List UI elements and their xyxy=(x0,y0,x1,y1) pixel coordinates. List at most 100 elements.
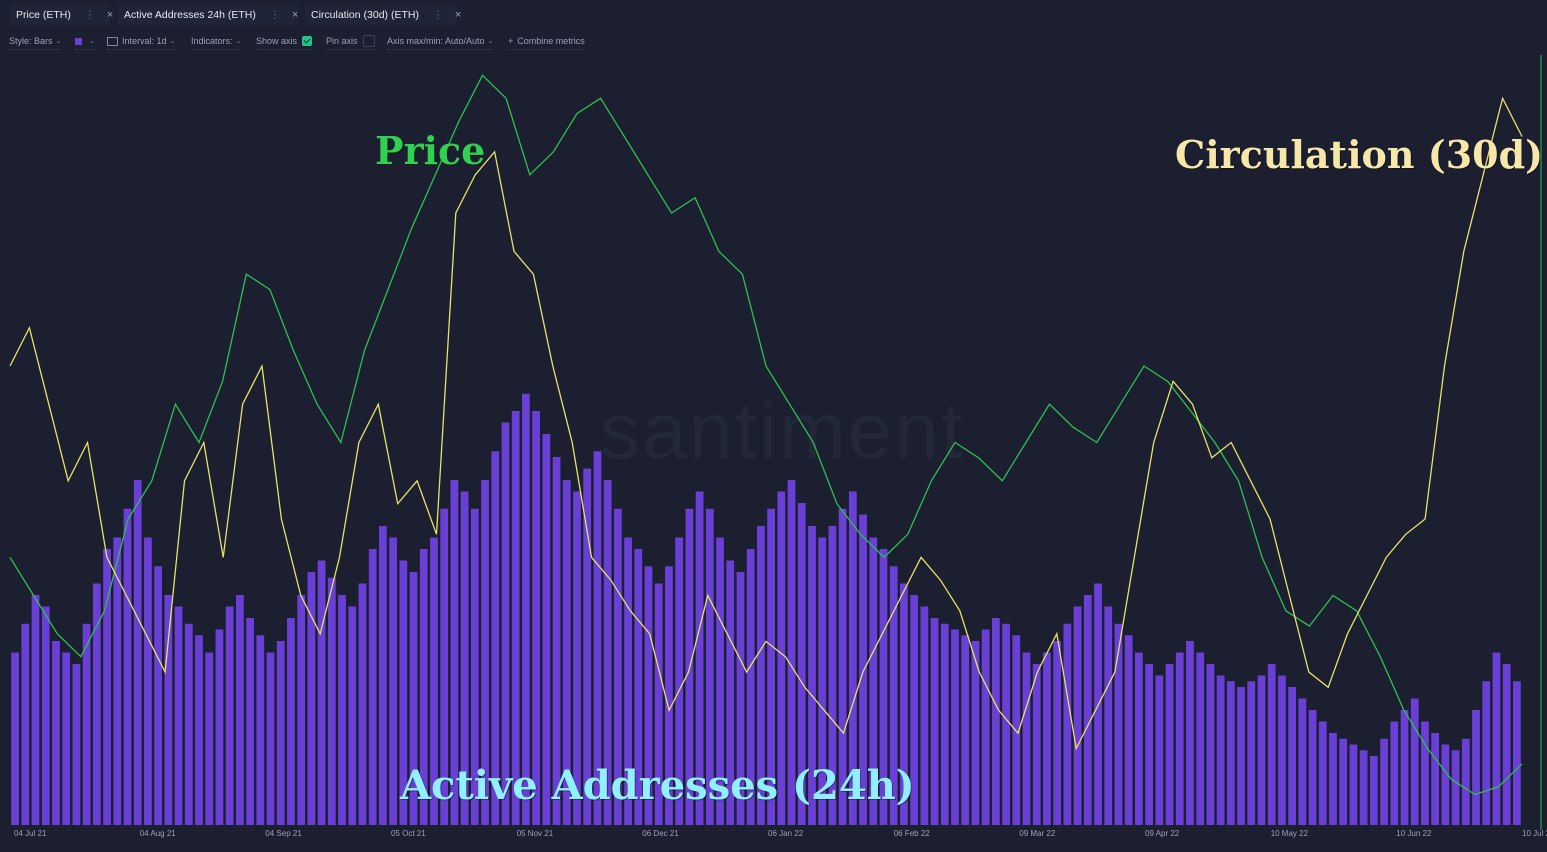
active-addresses-bar xyxy=(1369,756,1378,825)
chevron-down-icon: ⌄ xyxy=(89,38,95,45)
active-addresses-bar xyxy=(624,537,632,825)
active-addresses-bar xyxy=(1298,698,1307,825)
x-tick-label: 05 Nov 21 xyxy=(517,829,554,838)
active-addresses-bar xyxy=(1482,681,1491,825)
active-addresses-bar xyxy=(991,618,1000,825)
color-swatch-icon xyxy=(75,37,82,45)
active-addresses-bar xyxy=(593,451,602,825)
active-addresses-bar xyxy=(1472,710,1480,825)
active-addresses-bar xyxy=(869,537,878,825)
active-addresses-bar xyxy=(522,393,530,825)
active-addresses-bar xyxy=(1083,595,1092,825)
style-dropdown[interactable]: Style: Bars ⌄ xyxy=(9,33,62,50)
active-addresses-bar xyxy=(1022,652,1031,825)
active-addresses-bar xyxy=(470,508,479,825)
active-addresses-bars xyxy=(11,393,1521,825)
tab-price[interactable]: Price (ETH) ⋮ × xyxy=(10,4,114,26)
price-annotation: Price xyxy=(375,128,486,173)
active-addresses-bar xyxy=(11,652,19,825)
active-addresses-bar xyxy=(419,549,428,825)
active-addresses-bar xyxy=(1175,652,1184,825)
axis-minmax-label: Axis max/min: Auto/Auto xyxy=(387,36,485,46)
active-addresses-bar xyxy=(971,641,980,825)
active-addresses-bar xyxy=(613,508,622,825)
active-addresses-bar xyxy=(1349,744,1358,825)
active-addresses-bar xyxy=(317,560,326,825)
active-addresses-bar xyxy=(1186,641,1194,825)
active-addresses-bar xyxy=(164,595,173,825)
active-addresses-bar xyxy=(1165,664,1174,825)
active-addresses-bar xyxy=(1461,738,1470,825)
active-addresses-bar xyxy=(848,491,857,825)
close-icon[interactable]: × xyxy=(106,9,114,21)
close-icon[interactable]: × xyxy=(454,9,462,21)
more-options-icon[interactable]: ⋮ xyxy=(84,9,95,21)
active-addresses-bar xyxy=(1329,733,1337,825)
chevron-down-icon: ⌄ xyxy=(235,38,242,45)
tab-label: Circulation (30d) (ETH) xyxy=(311,9,419,21)
close-icon[interactable]: × xyxy=(291,9,299,21)
active-addresses-bar xyxy=(1431,733,1440,825)
show-axis-label: Show axis xyxy=(256,36,298,46)
active-addresses-annotation: Active Addresses (24h) xyxy=(400,762,915,809)
active-addresses-bar xyxy=(1145,664,1153,825)
x-tick-label: 04 Jul 21 xyxy=(14,829,47,838)
more-options-icon[interactable]: ⋮ xyxy=(269,9,280,21)
active-addresses-bar xyxy=(297,595,306,825)
active-addresses-bar xyxy=(1400,710,1409,825)
active-addresses-bar xyxy=(31,595,40,825)
active-addresses-bar xyxy=(195,635,203,825)
active-addresses-bar xyxy=(532,411,541,825)
color-picker[interactable]: ⌄ xyxy=(75,33,95,50)
active-addresses-bar xyxy=(634,549,643,825)
axis-minmax-dropdown[interactable]: Axis max/min: Auto/Auto ⌄ xyxy=(387,33,494,50)
active-addresses-bar xyxy=(184,623,193,825)
active-addresses-bar xyxy=(1053,641,1062,825)
show-axis-toggle[interactable]: Show axis xyxy=(256,33,313,50)
active-addresses-bar xyxy=(838,508,847,825)
combine-metrics-button[interactable]: + Combine metrics xyxy=(508,33,585,50)
active-addresses-bar xyxy=(603,480,612,825)
active-addresses-bar xyxy=(1318,721,1327,825)
interval-label: Interval: 1d xyxy=(122,36,167,46)
active-addresses-bar xyxy=(951,629,959,825)
calendar-icon xyxy=(107,36,118,46)
active-addresses-bar xyxy=(930,618,939,825)
active-addresses-bar xyxy=(1114,623,1123,825)
x-tick-label: 09 Mar 22 xyxy=(1019,829,1056,838)
circulation-line xyxy=(9,96,1523,751)
active-addresses-bar xyxy=(1410,698,1419,825)
active-addresses-bar xyxy=(1339,738,1348,825)
active-addresses-bar xyxy=(215,629,224,825)
active-addresses-bar xyxy=(154,566,163,825)
tab-circulation[interactable]: Circulation (30d) (ETH) ⋮ × xyxy=(305,4,461,26)
active-addresses-bar xyxy=(1073,606,1082,825)
pin-axis-toggle[interactable]: Pin axis xyxy=(326,33,375,50)
active-addresses-bar xyxy=(491,451,500,825)
active-addresses-bar xyxy=(1267,664,1276,825)
active-addresses-bar xyxy=(675,537,684,825)
tab-active-addresses[interactable]: Active Addresses 24h (ETH) ⋮ × xyxy=(118,4,298,26)
active-addresses-bar xyxy=(21,623,30,825)
indicators-label: Indicators: xyxy=(191,36,233,46)
x-tick-label: 04 Sep 21 xyxy=(265,829,302,838)
active-addresses-bar xyxy=(409,572,418,825)
tab-label: Active Addresses 24h (ETH) xyxy=(124,9,256,21)
active-addresses-bar xyxy=(889,566,898,825)
x-tick-label: 06 Jan 22 xyxy=(768,829,804,838)
more-options-icon[interactable]: ⋮ xyxy=(432,9,443,21)
active-addresses-bar xyxy=(399,560,408,825)
active-addresses-bar xyxy=(72,664,81,825)
x-tick-label: 06 Dec 21 xyxy=(642,829,679,838)
checkbox-checked-icon[interactable] xyxy=(302,36,313,46)
active-addresses-bar xyxy=(225,606,234,825)
active-addresses-bar xyxy=(481,480,489,825)
active-addresses-bar xyxy=(920,606,929,825)
interval-dropdown[interactable]: Interval: 1d ⌄ xyxy=(107,33,176,50)
active-addresses-bar xyxy=(1237,687,1245,825)
indicators-dropdown[interactable]: Indicators: ⌄ xyxy=(191,33,242,50)
active-addresses-bar xyxy=(287,618,295,825)
checkbox-icon[interactable] xyxy=(362,35,375,47)
price-line xyxy=(9,74,1523,796)
x-tick-label: 10 Jun 22 xyxy=(1396,829,1432,838)
